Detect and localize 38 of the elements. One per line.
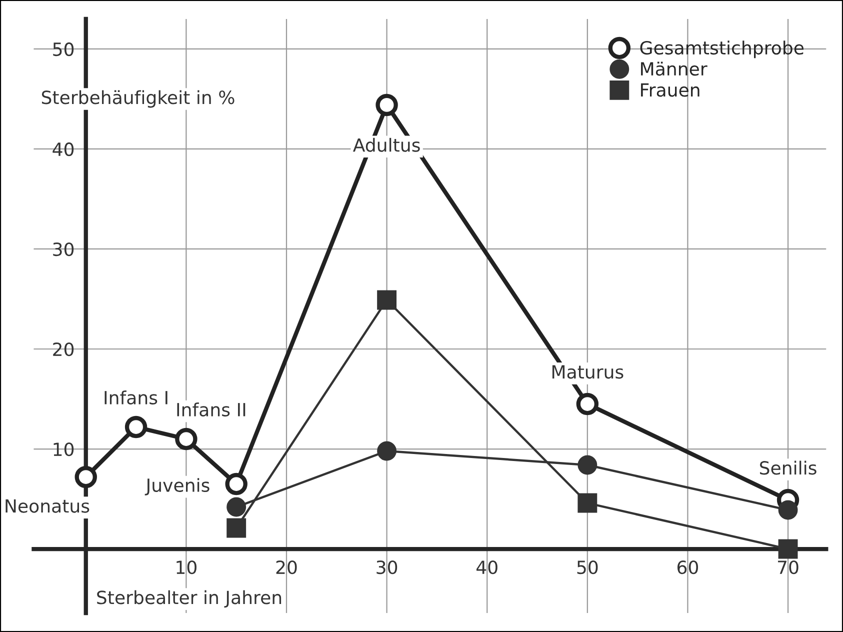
point [778, 500, 798, 520]
annotation: Neonatus [6, 499, 90, 513]
y-tick-label: 20 [53, 342, 74, 356]
point [578, 455, 598, 475]
point [377, 441, 397, 461]
legend-label: Frauen [641, 83, 700, 97]
x-tick-label: 60 [677, 560, 698, 574]
point [226, 518, 246, 538]
annotation: Infans II [177, 402, 246, 416]
y-axis-title: Sterbehäufigkeit in % [42, 90, 234, 108]
point [225, 472, 248, 496]
y-tick-label: 40 [52, 142, 74, 156]
legend-label: Gesamtstichprobe [640, 40, 804, 58]
annotation: Infans I [104, 390, 168, 404]
x-tick-label: 20 [276, 560, 297, 574]
y-tick-label: 50 [53, 42, 74, 56]
legend-label: Männer [641, 62, 708, 76]
point [376, 94, 398, 116]
point [377, 290, 397, 310]
point [576, 392, 599, 416]
x-tick-label: 40 [476, 560, 498, 574]
annotation: Maturus [552, 365, 624, 379]
x-axis-title: Sterbealter in Jahren [97, 590, 282, 608]
x-tick-label: 50 [577, 560, 598, 574]
annotation: Adultus [353, 138, 420, 152]
point [778, 539, 798, 559]
point [175, 428, 198, 450]
point [124, 416, 148, 438]
point [74, 466, 97, 488]
y-tick-label: 10 [54, 442, 74, 456]
point [226, 497, 246, 517]
x-tick-label: 30 [376, 560, 398, 574]
y-tick-label: 30 [53, 242, 74, 256]
annotation: Juvenis [144, 478, 210, 496]
point [578, 493, 598, 513]
x-tick-label: 70 [778, 560, 798, 574]
annotation: Senilis [760, 460, 816, 475]
x-tick-label: 10 [176, 560, 196, 574]
